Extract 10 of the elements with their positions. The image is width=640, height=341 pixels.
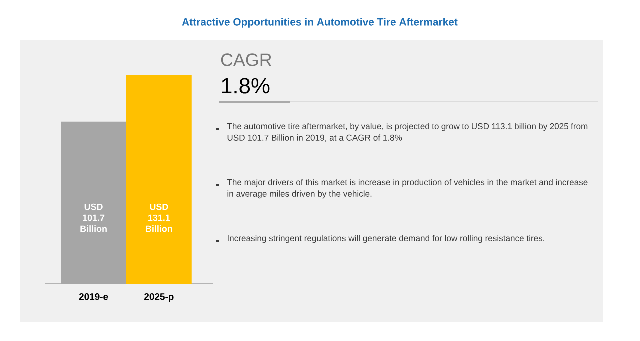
text: The automotive tire aftermarket, by value, is projected to grow to USD 113.1 billion by 2025 from USD 101.7 Billion in 2019, at a CAGR of 1.8%: [227, 123, 588, 142]
data-label: USD 101.7 Billion: [80, 204, 107, 232]
data-label: USD 131.1 Billion: [146, 204, 172, 232]
text: CAGR: [221, 54, 272, 66]
text: 1.8%: [222, 78, 270, 94]
text: Attractive Opportunities in Automotive Tire Aftermarket: [182, 18, 458, 28]
x-tick-label: 2025-p: [144, 294, 174, 302]
text: The major drivers of this market is increase in production of vehicles in the market and increase in average miles driven by the vehicle.: [227, 179, 588, 199]
x-tick-label: 2019-e: [79, 294, 108, 300]
text: Increasing stringent regulations will generate demand for low rolling resistance tires.: [228, 235, 544, 244]
